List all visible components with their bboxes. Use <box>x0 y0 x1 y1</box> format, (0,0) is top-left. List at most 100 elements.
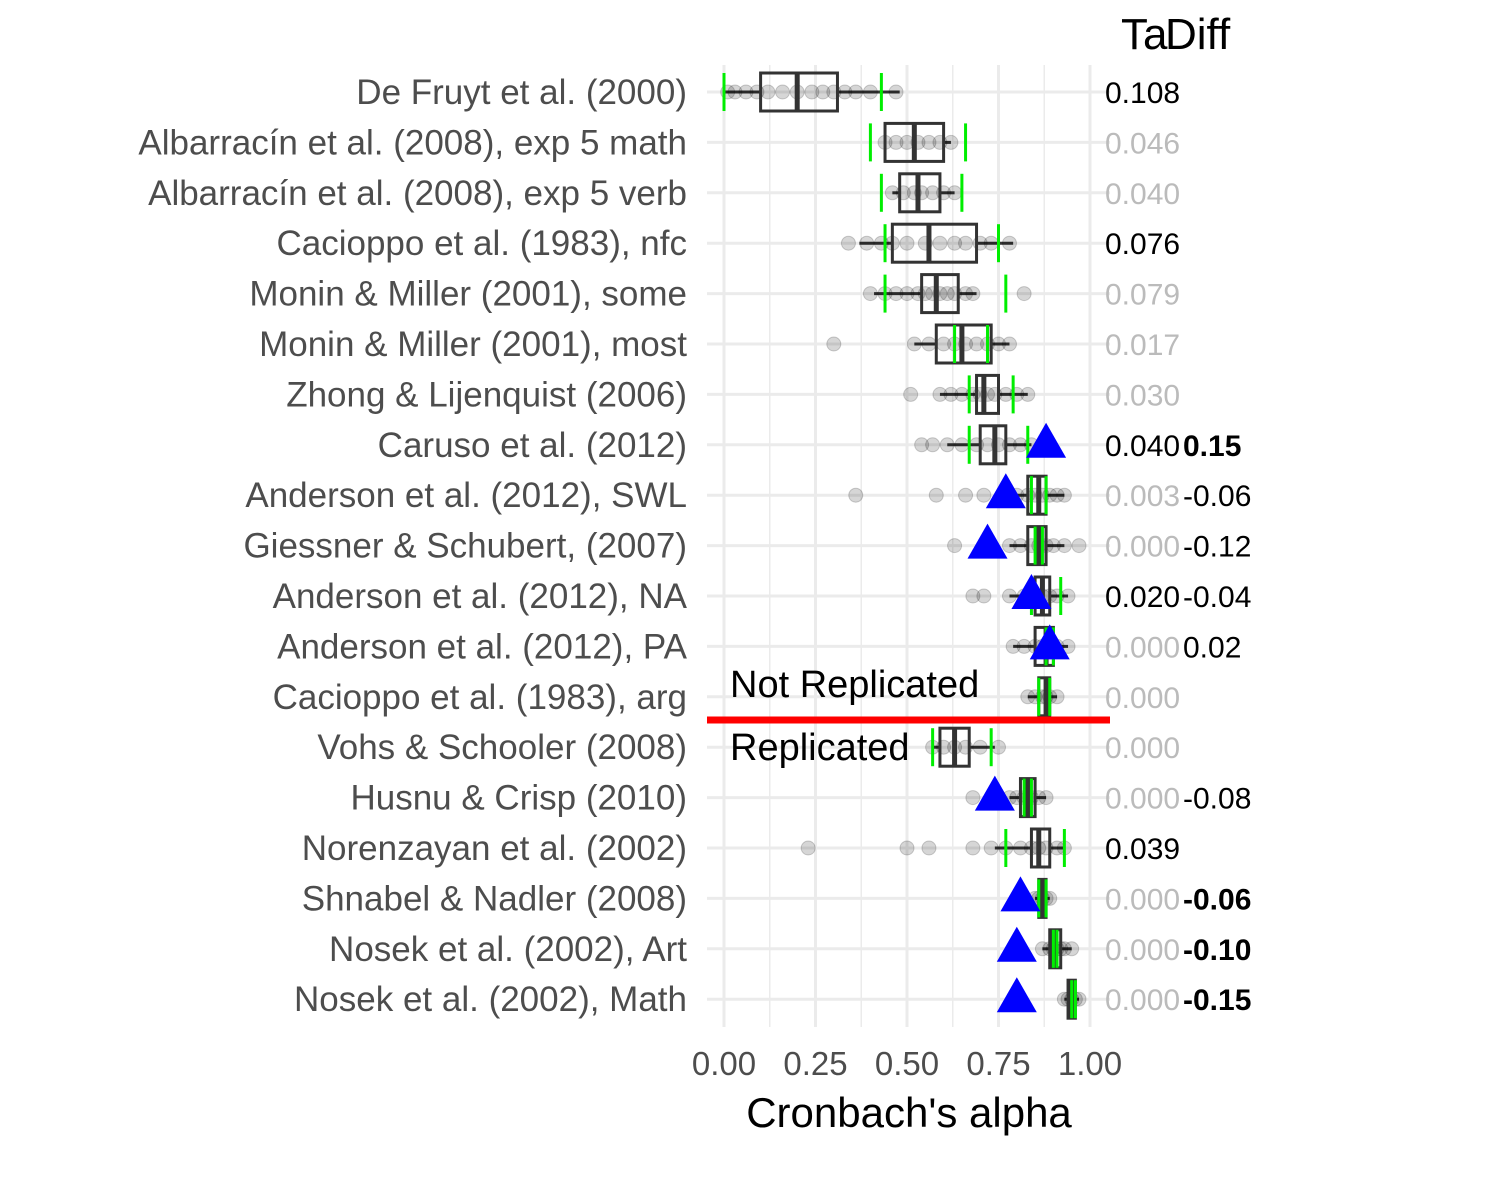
study-label: Monin & Miller (2001), most <box>259 325 687 364</box>
x-tick-label: 0.25 <box>783 1045 847 1082</box>
diff-value: -0.12 <box>1183 531 1251 564</box>
data-point <box>841 236 855 250</box>
data-point <box>926 438 940 452</box>
ta-value: 0.020 <box>1105 581 1180 614</box>
data-point <box>973 740 987 754</box>
data-point <box>863 85 877 99</box>
study-label: Monin & Miller (2001), some <box>249 275 687 314</box>
column-header-diff: Diff <box>1165 10 1231 59</box>
study-label: Nosek et al. (2002), Math <box>294 980 687 1019</box>
data-point <box>955 438 969 452</box>
diff-value: 0.15 <box>1183 430 1241 463</box>
original-alpha-triangle <box>997 927 1037 962</box>
data-point <box>1072 539 1086 553</box>
ta-value: 0.108 <box>1105 77 1180 110</box>
study-label: Nosek et al. (2002), Art <box>329 930 687 969</box>
diff-value: -0.15 <box>1183 984 1251 1017</box>
ta-value: 0.039 <box>1105 833 1180 866</box>
study-label: Cacioppo et al. (1983), nfc <box>276 224 687 263</box>
data-point <box>904 387 918 401</box>
study-label: Zhong & Lijenquist (2006) <box>286 375 687 414</box>
study-label: Anderson et al. (2012), NA <box>273 577 688 616</box>
data-point <box>1002 337 1016 351</box>
data-point <box>966 791 980 805</box>
x-tick-label: 0.75 <box>966 1045 1030 1082</box>
data-point <box>900 841 914 855</box>
diff-value: -0.08 <box>1183 783 1251 816</box>
study-label: Norenzayan et al. (2002) <box>302 829 687 868</box>
original-alpha-triangle <box>997 977 1037 1012</box>
data-point <box>948 186 962 200</box>
data-point <box>1039 791 1053 805</box>
study-label: Husnu & Crisp (2010) <box>350 779 687 818</box>
data-point <box>860 236 874 250</box>
data-point <box>827 337 841 351</box>
study-label: Albarracín et al. (2008), exp 5 math <box>138 123 687 162</box>
data-point <box>959 488 973 502</box>
diff-value: -0.06 <box>1183 480 1251 513</box>
ta-value: 0.000 <box>1105 934 1180 967</box>
data-point <box>907 337 921 351</box>
data-point <box>984 841 998 855</box>
ta-value: 0.003 <box>1105 480 1180 513</box>
study-label: Cacioppo et al. (1983), arg <box>273 678 687 717</box>
study-label: Albarracín et al. (2008), exp 5 verb <box>148 174 687 213</box>
ta-value: 0.046 <box>1105 127 1180 160</box>
ta-value: 0.000 <box>1105 783 1180 816</box>
data-point <box>801 841 815 855</box>
data-point <box>922 841 936 855</box>
data-point <box>940 438 954 452</box>
original-alpha-triangle <box>968 524 1008 559</box>
study-label: Giessner & Schubert, (2007) <box>243 527 687 566</box>
data-point <box>1057 539 1071 553</box>
data-point <box>992 740 1006 754</box>
replicated-label: Replicated <box>730 727 910 769</box>
data-point <box>1050 690 1064 704</box>
data-point <box>1065 942 1079 956</box>
ta-value: 0.076 <box>1105 228 1180 261</box>
data-point <box>1002 589 1016 603</box>
ta-value: 0.017 <box>1105 329 1180 362</box>
study-label: Caruso et al. (2012) <box>378 426 687 465</box>
data-point <box>966 841 980 855</box>
data-point <box>944 135 958 149</box>
x-axis-title: Cronbach's alpha <box>746 1089 1072 1136</box>
study-label: Anderson et al. (2012), SWL <box>245 476 687 515</box>
data-point <box>849 85 863 99</box>
diff-value: 0.02 <box>1183 631 1241 664</box>
data-point <box>900 236 914 250</box>
diff-value: -0.06 <box>1183 883 1251 916</box>
ta-value: 0.040 <box>1105 430 1180 463</box>
data-point <box>933 236 947 250</box>
ta-value: 0.000 <box>1105 883 1180 916</box>
data-point <box>929 488 943 502</box>
x-tick-label: 1.00 <box>1058 1045 1122 1082</box>
ta-value: 0.030 <box>1105 379 1180 412</box>
data-point <box>959 236 973 250</box>
data-point <box>977 589 991 603</box>
data-point <box>776 85 790 99</box>
data-point <box>922 337 936 351</box>
ta-value: 0.000 <box>1105 984 1180 1017</box>
column-header-ta: Ta <box>1121 10 1168 59</box>
data-point <box>1002 236 1016 250</box>
data-point <box>1017 287 1031 301</box>
data-point <box>761 85 775 99</box>
ta-value: 0.000 <box>1105 531 1180 564</box>
label-layer: 0.00 0.25 0.50 0.75 1.00 De Fruyt et al. (200… <box>138 73 1251 1082</box>
study-label: Anderson et al. (2012), PA <box>277 627 688 666</box>
data-point <box>948 539 962 553</box>
x-tick-label: 0.50 <box>875 1045 939 1082</box>
data-point <box>977 488 991 502</box>
data-point <box>849 488 863 502</box>
data-point <box>984 236 998 250</box>
data-point <box>1061 589 1075 603</box>
ta-value: 0.000 <box>1105 732 1180 765</box>
study-label: Vohs & Schooler (2008) <box>317 728 687 767</box>
ta-value: 0.079 <box>1105 279 1180 312</box>
data-point <box>1021 387 1035 401</box>
study-label: De Fruyt et al. (2000) <box>356 73 687 112</box>
x-tick-label: 0.00 <box>692 1045 756 1082</box>
study-label: Shnabel & Nadler (2008) <box>302 879 687 918</box>
